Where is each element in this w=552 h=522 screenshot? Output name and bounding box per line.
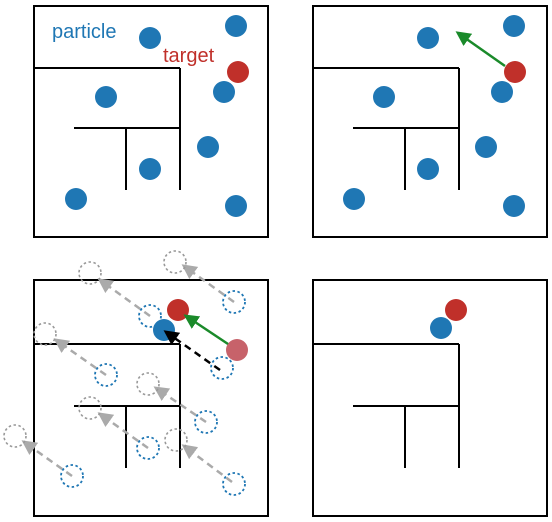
panel-target-move (312, 5, 548, 238)
particle (139, 158, 161, 180)
panel-frame (312, 5, 548, 238)
particle (343, 188, 365, 210)
particle (95, 86, 117, 108)
particle (225, 195, 247, 217)
target-motion-arrow (183, 314, 229, 346)
particle-estimate (153, 319, 175, 341)
particle-estimate (430, 317, 452, 339)
maze-walls (313, 343, 460, 468)
particle (503, 195, 525, 217)
shifted-particles (3, 250, 188, 452)
particle (417, 158, 439, 180)
target (227, 61, 249, 83)
panel-frame (312, 279, 548, 517)
particle (139, 27, 161, 49)
particle (503, 15, 525, 37)
maze-walls (34, 67, 181, 190)
original-particles (60, 290, 246, 496)
target (445, 299, 467, 321)
particle-shift-arrows (21, 264, 235, 483)
particle-label: particle (52, 21, 116, 43)
panel-frame (33, 5, 269, 238)
panel-frame (33, 279, 269, 517)
panel-particle-update (3, 250, 269, 517)
particle (373, 86, 395, 108)
particle-motion-arrow (163, 330, 221, 372)
maze-walls (313, 67, 460, 190)
maze-walls (34, 343, 181, 468)
target-label: target (163, 45, 215, 67)
panel-initial: particle target (33, 5, 269, 238)
particle (417, 27, 439, 49)
target-old (226, 339, 248, 361)
particles (343, 15, 525, 217)
particle (213, 81, 235, 103)
particle (225, 15, 247, 37)
target (504, 61, 526, 83)
particles (65, 15, 247, 217)
particle (491, 81, 513, 103)
particle (197, 136, 219, 158)
particle (65, 188, 87, 210)
particle (475, 136, 497, 158)
panel-result (312, 279, 548, 517)
target-new (167, 299, 189, 321)
target-motion-arrow (455, 31, 506, 68)
